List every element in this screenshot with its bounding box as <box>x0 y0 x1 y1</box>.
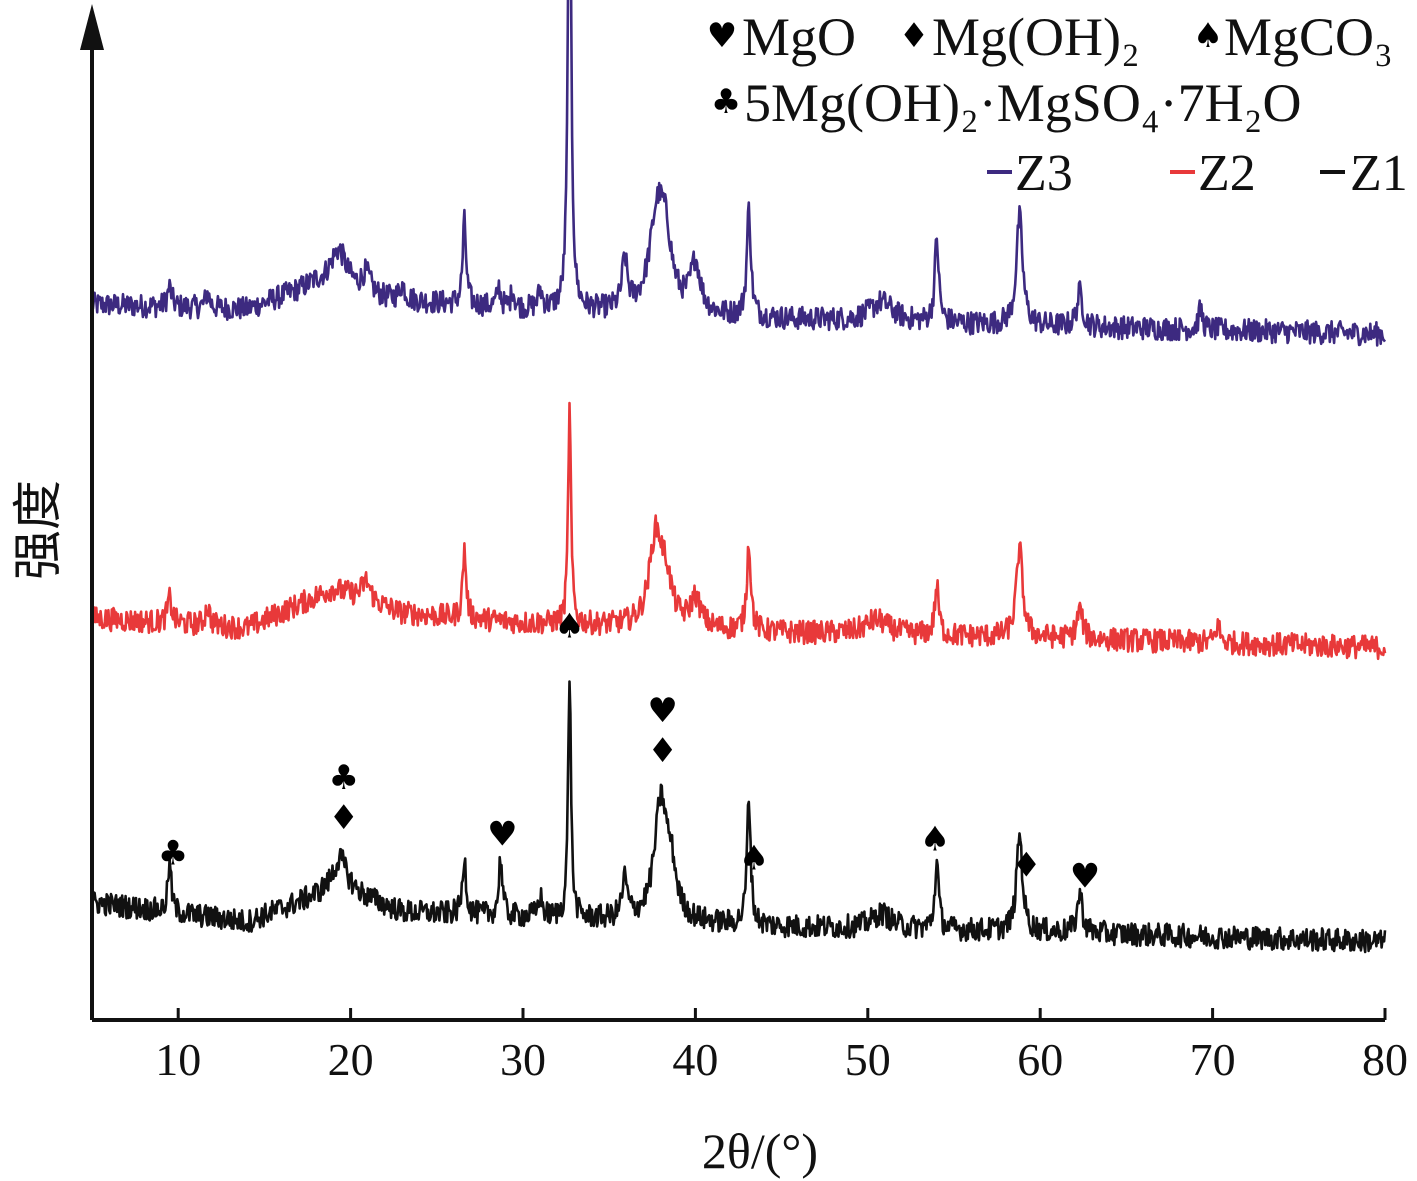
spade-icon: ♠ <box>1193 16 1223 56</box>
x-tick-label: 30 <box>500 1034 546 1085</box>
y-axis-arrow <box>80 4 104 50</box>
legend-z3-label: Z3 <box>1015 145 1073 202</box>
spade-icon: ♠ <box>739 838 769 878</box>
series-line-z3 <box>90 0 1387 347</box>
club-icon: ♣ <box>711 82 741 122</box>
x-tick-label: 20 <box>328 1034 374 1085</box>
spade-icon: ♠ <box>554 606 584 646</box>
series-layer <box>90 0 1387 954</box>
diamond-icon: ♦ <box>899 16 929 56</box>
x-tick-label: 40 <box>672 1034 718 1085</box>
heart-icon: ♥ <box>1070 856 1100 896</box>
legend-mgoh2-label: Mg(OH)₂ <box>932 7 1140 67</box>
x-tick-label: 80 <box>1362 1034 1408 1085</box>
legend-mgco3-label: MgCO₃ <box>1224 7 1393 67</box>
x-tick-label: 60 <box>1017 1034 1063 1085</box>
x-tick-label: 70 <box>1190 1034 1236 1085</box>
spade-icon: ♠ <box>920 820 950 860</box>
phase-legend: ♥ MgO ♦ Mg(OH)₂ ♠ MgCO₃ ♣ 5Mg(OH)₂·MgSO₄… <box>707 7 1393 133</box>
legend-z2-label: Z2 <box>1198 145 1256 202</box>
x-tick-label: 10 <box>155 1034 201 1085</box>
peak-marker-layer: ♣♦♣♥♠♦♥♠ ♠♦ ♥ <box>158 606 1100 896</box>
series-legend: Z3 Z2 Z1 <box>987 145 1408 202</box>
x-axis-title: 2θ/(°) <box>702 1123 818 1179</box>
diamond-icon: ♦ <box>328 798 358 838</box>
x-tick-layer: 10 20 30 40 50 60 70 80 <box>155 1008 1408 1085</box>
legend-mgo-label: MgO <box>742 7 856 67</box>
heart-icon: ♥ <box>487 815 517 855</box>
legend-z1-label: Z1 <box>1350 145 1408 202</box>
y-axis-title: 强度 <box>10 480 66 580</box>
legend-basic-sulfate-label: 5Mg(OH)₂·MgSO₄·7H₂O <box>744 73 1301 133</box>
x-tick-label: 50 <box>845 1034 891 1085</box>
diamond-icon: ♦ <box>1011 846 1041 886</box>
series-line-z1 <box>90 680 1387 954</box>
heart-icon: ♥ <box>647 691 677 731</box>
club-icon: ♣ <box>328 758 358 798</box>
heart-icon: ♥ <box>707 16 737 56</box>
series-line-z2 <box>90 401 1387 661</box>
diamond-icon: ♦ <box>647 731 677 771</box>
club-icon: ♣ <box>158 834 188 874</box>
